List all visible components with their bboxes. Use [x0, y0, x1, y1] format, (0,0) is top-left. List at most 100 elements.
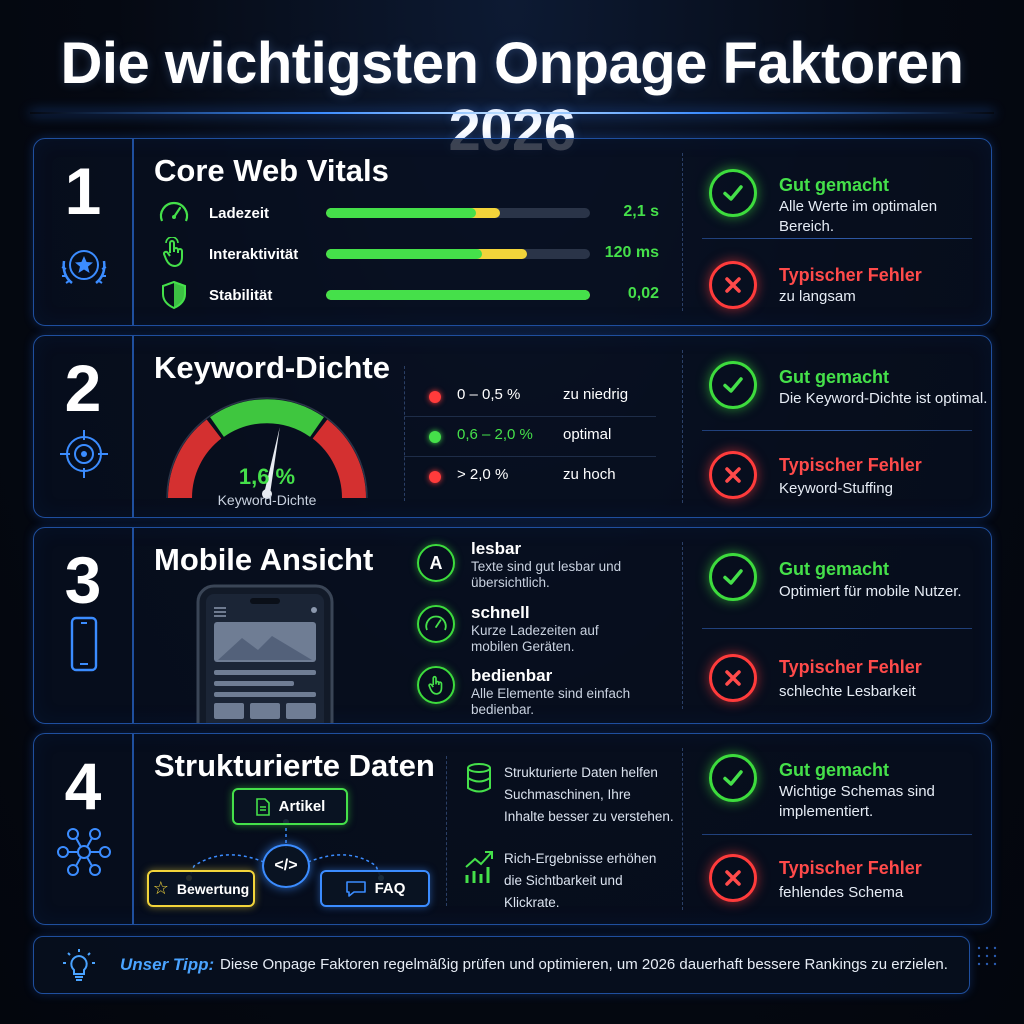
check-icon	[709, 553, 757, 601]
metric-bar-green	[326, 249, 482, 259]
keyword-gauge	[166, 397, 368, 499]
range-status: optimal	[563, 426, 612, 443]
smartphone-icon	[70, 616, 98, 672]
feature-head: bedienbar	[471, 666, 553, 685]
network-icon	[57, 828, 111, 876]
bad-text: zu langsam	[779, 288, 856, 305]
panel-number: 2	[64, 351, 102, 425]
check-icon	[709, 361, 757, 409]
section-divider	[682, 350, 683, 503]
pointer-hand-icon	[163, 237, 183, 267]
speedometer-icon	[417, 605, 455, 643]
cross-icon	[709, 261, 757, 309]
pointer-hand-icon	[417, 666, 455, 704]
good-text: Wichtige Schemas sind implementiert.	[779, 783, 935, 820]
page-title: Die wichtigsten Onpage Faktoren 2026	[60, 31, 964, 163]
code-icon: </>	[262, 844, 310, 888]
metric-bar-green	[326, 208, 477, 218]
decorative-dots	[977, 946, 997, 966]
panel-number: 1	[64, 154, 102, 228]
feature-text: Texte sind gut lesbar und übersichtlich.	[471, 559, 622, 590]
title-underline	[30, 112, 994, 114]
schema-node-rating: ☆ Bewertung	[147, 870, 255, 907]
section-divider	[682, 542, 683, 709]
bad-title: Typischer Fehler	[779, 657, 922, 677]
letter-a-icon: A	[417, 544, 455, 582]
cross-icon	[709, 451, 757, 499]
growth-chart-icon	[465, 851, 493, 883]
node-label: FAQ	[374, 880, 406, 897]
node-label: Bewertung	[176, 880, 250, 897]
cross-icon	[709, 654, 757, 702]
lightbulb-icon	[63, 949, 95, 981]
tip-banner: Unser Tipp: Diese Onpage Faktoren regelm…	[33, 936, 970, 994]
range-label: > 2,0 %	[457, 466, 509, 483]
status-divider	[702, 238, 972, 239]
node-label: Artikel	[278, 798, 326, 815]
range-dot	[429, 471, 441, 483]
panel-title: Core Web Vitals	[154, 153, 389, 188]
feature-text: Alle Elemente sind einfach bedienbar.	[471, 686, 631, 717]
panel-keyword-density: 2 Keyword-Dichte 1,6 % Keyword-Dichte 0 …	[33, 335, 992, 518]
star-icon: ☆	[152, 878, 169, 898]
good-title: Gut gemacht	[779, 559, 890, 579]
letter-a-glyph: A	[429, 552, 443, 573]
range-row: 0 – 0,5 % zu niedrig	[429, 382, 657, 410]
bad-title: Typischer Fehler	[779, 455, 922, 475]
gauge-needle	[262, 427, 280, 499]
panel-structured-data: 4 Strukturierte Daten Artikel </> ☆ Bewe…	[33, 733, 992, 925]
good-title: Gut gemacht	[779, 367, 890, 387]
star-badge-icon	[61, 250, 107, 284]
feature-head: schnell	[471, 603, 530, 622]
gauge-label: Keyword-Dichte	[217, 492, 317, 508]
panel-number: 3	[64, 543, 102, 617]
status-divider	[702, 628, 972, 629]
bad-text: fehlendes Schema	[779, 884, 904, 901]
good-title: Gut gemacht	[779, 760, 890, 780]
check-icon	[709, 169, 757, 217]
range-divider	[404, 416, 656, 417]
range-status: zu hoch	[563, 466, 616, 483]
good-text: Alle Werte im optimalen Bereich.	[779, 198, 938, 235]
chat-icon	[345, 880, 366, 897]
bad-title: Typischer Fehler	[779, 858, 922, 878]
panel-divider	[132, 734, 134, 924]
metric-bar	[326, 290, 590, 300]
section-divider	[682, 748, 683, 910]
shield-icon	[162, 280, 186, 310]
bad-text: Keyword-Stuffing	[779, 480, 893, 497]
panel-mobile-view: 3 Mobile Ansicht A lesbar Texte sind gut…	[33, 527, 992, 724]
panel-core-web-vitals: 1 Core Web Vitals Ladezeit 2,1 s Interak…	[33, 138, 992, 326]
panel-title: Strukturierte Daten	[154, 748, 435, 783]
metric-bar-green	[326, 290, 590, 300]
target-icon	[60, 430, 108, 478]
metric-label: Interaktivität	[209, 246, 299, 263]
good-text: Optimiert für mobile Nutzer.	[779, 583, 962, 600]
good-text: Die Keyword-Dichte ist optimal.	[779, 390, 988, 407]
status-divider	[702, 430, 972, 431]
range-status: zu niedrig	[563, 386, 629, 403]
metric-value: 120 ms	[604, 244, 659, 261]
metric-value: 2,1 s	[623, 203, 659, 220]
schema-node-article: Artikel	[232, 788, 348, 825]
range-divider	[404, 456, 656, 457]
tip-text: Diese Onpage Faktoren regelmäßig prüfen …	[220, 956, 948, 973]
tip-label: Unser Tipp:	[120, 955, 215, 974]
section-divider	[446, 756, 447, 906]
code-glyph: </>	[274, 857, 298, 874]
metric-bar	[326, 249, 590, 259]
gauge-value: 1,6 %	[238, 464, 296, 489]
database-icon	[467, 763, 491, 793]
section-divider	[682, 153, 683, 311]
feature-text: Kurze Ladezeiten auf mobilen Geräten.	[471, 623, 599, 654]
cross-icon	[709, 854, 757, 902]
bad-text: schlechte Lesbarkeit	[779, 683, 916, 700]
metric-value: 0,02	[627, 285, 659, 302]
speedometer-icon	[159, 201, 189, 222]
bad-title: Typischer Fehler	[779, 265, 922, 285]
range-dot	[429, 431, 441, 443]
good-title: Gut gemacht	[779, 175, 890, 195]
panel-number: 4	[64, 749, 102, 823]
check-icon	[709, 754, 757, 802]
panel-divider	[132, 528, 134, 723]
